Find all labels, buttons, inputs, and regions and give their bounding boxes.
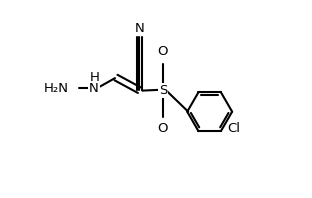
- Text: H: H: [90, 71, 100, 84]
- Text: N: N: [134, 22, 144, 35]
- Text: O: O: [158, 122, 168, 135]
- Text: O: O: [158, 45, 168, 58]
- Text: H₂N: H₂N: [44, 82, 69, 95]
- Text: N: N: [89, 82, 99, 95]
- Text: S: S: [158, 84, 167, 97]
- Text: Cl: Cl: [227, 122, 241, 135]
